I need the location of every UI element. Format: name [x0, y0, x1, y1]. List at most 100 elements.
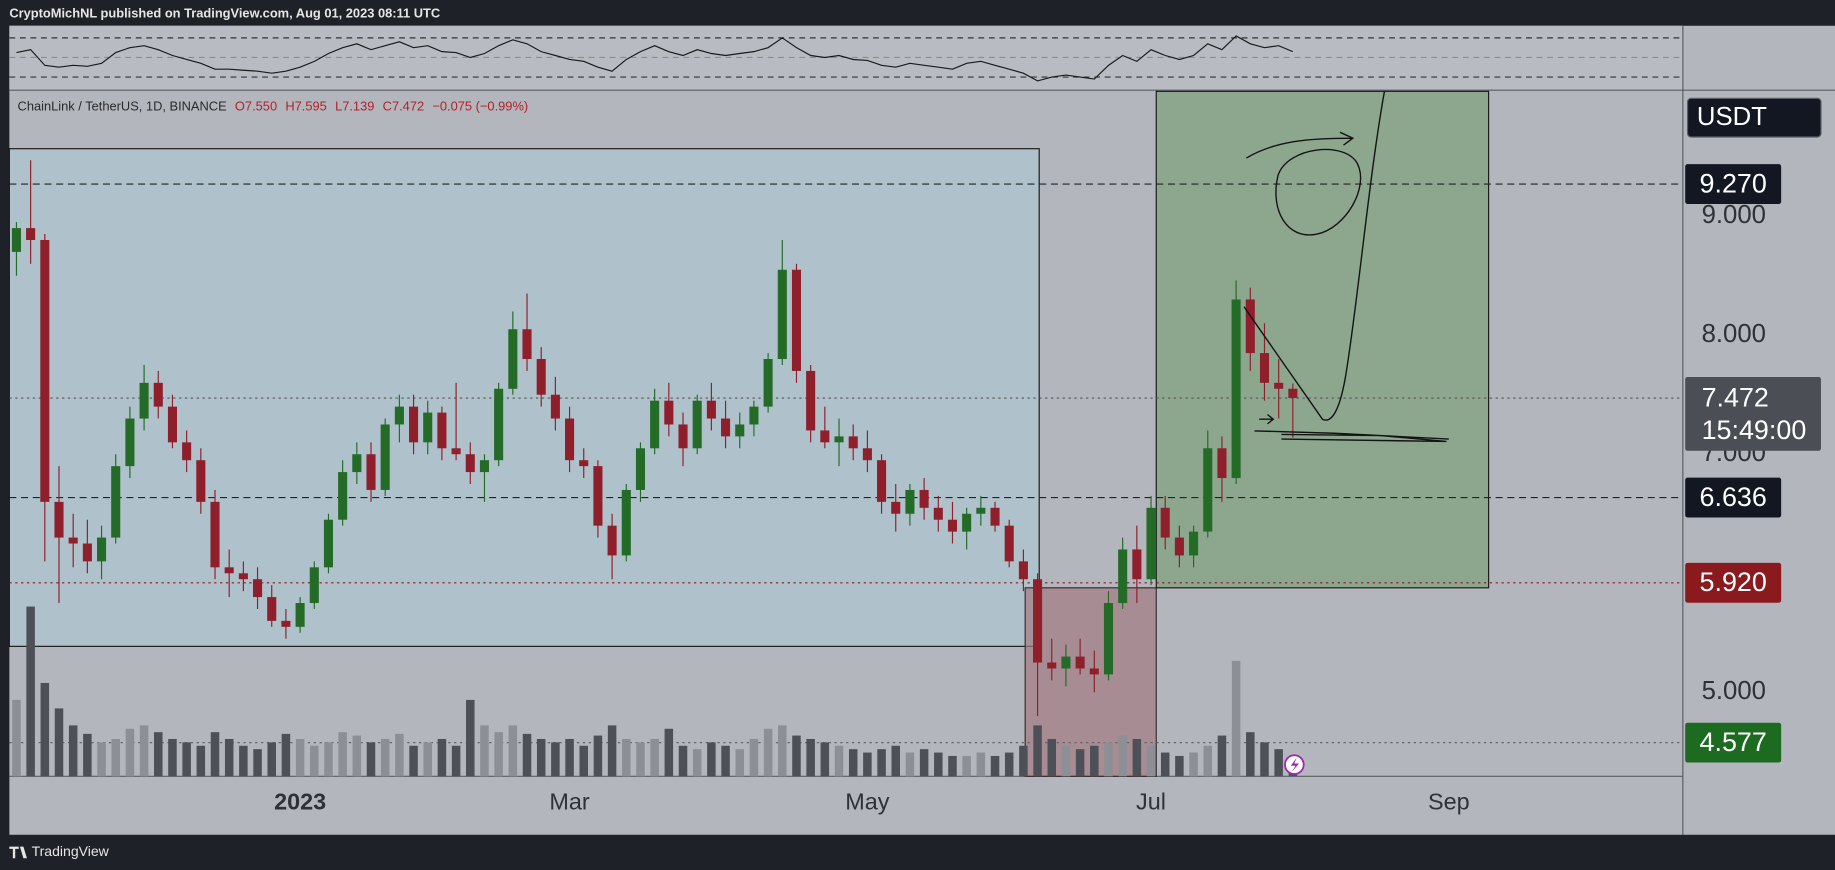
volume-bar [12, 699, 21, 777]
candle-body [281, 620, 291, 627]
volume-bar [267, 742, 276, 777]
candle-body [1231, 299, 1241, 479]
volume-bar [820, 742, 830, 777]
volume-bar [763, 728, 773, 777]
volume-bar [1203, 745, 1213, 777]
candle-body [26, 228, 36, 240]
volume-bar [1118, 735, 1127, 777]
candle-body [1174, 537, 1184, 556]
volume-bar [395, 733, 404, 777]
event-icon-bolt [1290, 757, 1300, 772]
candle-body [522, 329, 532, 360]
volume-bar [40, 682, 50, 777]
candle-body [579, 460, 589, 467]
footer-bar [0, 834, 1835, 870]
volume-bar [834, 745, 844, 777]
candle-body [54, 501, 64, 538]
volume-bar [948, 755, 957, 777]
price-tag [1685, 477, 1782, 518]
candle-body [323, 519, 334, 568]
candle-body [777, 269, 787, 360]
volume-bar [182, 742, 191, 777]
candle-body [82, 543, 92, 562]
currency-badge[interactable] [1686, 97, 1822, 138]
volume-bar [437, 738, 447, 777]
drawn-circle [1275, 148, 1362, 236]
volume-bar [1260, 742, 1269, 777]
volume-bar [891, 745, 901, 777]
candle-body [1203, 448, 1213, 532]
volume-bar [1246, 732, 1255, 777]
volume-bar [54, 708, 64, 777]
volume-bar [636, 742, 645, 777]
volume-bar [125, 728, 135, 777]
candle-body [451, 448, 461, 455]
candle-body [692, 400, 702, 449]
drawn-small-arrow [1259, 413, 1275, 425]
volume-bar [224, 738, 234, 777]
candle-body [1118, 549, 1128, 604]
candle-body [111, 466, 121, 538]
candle-body [565, 418, 575, 461]
candle-body [1089, 668, 1099, 675]
candle-body [1047, 662, 1057, 669]
volume-bar [593, 735, 603, 777]
volume-bar [451, 745, 461, 777]
drawn-scribble [1254, 430, 1449, 443]
volume-bar [622, 738, 631, 777]
candle-body [1288, 388, 1298, 399]
candle-body [295, 603, 305, 627]
candle-body [139, 382, 149, 419]
candle-body [11, 228, 21, 252]
candle-body [962, 513, 972, 532]
candle-body [877, 460, 887, 502]
drawn-projection [1243, 91, 1386, 421]
publisher: CryptoMichNL published on TradingView.co… [9, 5, 440, 20]
candle-body [1103, 603, 1114, 675]
candle-body [706, 400, 716, 419]
volume-bar [154, 732, 163, 777]
volume-bar [1033, 725, 1042, 777]
volume-bar [551, 742, 560, 777]
volume-bar [1146, 745, 1156, 777]
candle-body [1259, 353, 1270, 383]
candle-body [834, 436, 844, 443]
candle-body [210, 501, 220, 568]
volume-bar [1189, 752, 1198, 777]
x-tick-label: 2023 [274, 788, 326, 814]
volume-bar [607, 725, 617, 777]
volume-bar [508, 725, 518, 777]
candle-body [848, 436, 858, 449]
volume-bar [466, 699, 475, 777]
volume-bar [1274, 749, 1283, 777]
candle-body [352, 454, 362, 473]
ohlc-high: H7.595 [285, 99, 326, 114]
y-tick-label: 5.000 [1702, 677, 1766, 705]
candle-body [976, 507, 986, 514]
x-tick-label: Sep [1428, 788, 1470, 814]
candle-body [593, 466, 603, 526]
candle-body [182, 442, 192, 461]
volume-bar [97, 742, 106, 777]
candle-body [1061, 656, 1071, 669]
candles [11, 160, 1298, 717]
candle-body [891, 501, 901, 514]
candle-body [508, 329, 518, 389]
volume-bar [324, 742, 333, 777]
volume-bar [1075, 749, 1085, 777]
hand-drawings [1243, 91, 1449, 443]
candle-body [1217, 448, 1227, 479]
candle-body [1146, 507, 1156, 580]
axes: 2023 Mar May Jul Sep5.0007.0008.0009.0009.27… [274, 164, 1821, 814]
price-tag [1685, 722, 1782, 763]
volume-bar [253, 749, 262, 777]
candle-body [990, 507, 1000, 526]
volume-bar [480, 725, 489, 777]
volume-bar [934, 752, 943, 777]
volume-bar [522, 733, 532, 777]
candle-body [791, 269, 802, 371]
y-tick-label: 9.000 [1702, 201, 1766, 229]
candle-body [1160, 507, 1170, 538]
volume-bar [877, 749, 886, 777]
candle-body [167, 406, 177, 443]
